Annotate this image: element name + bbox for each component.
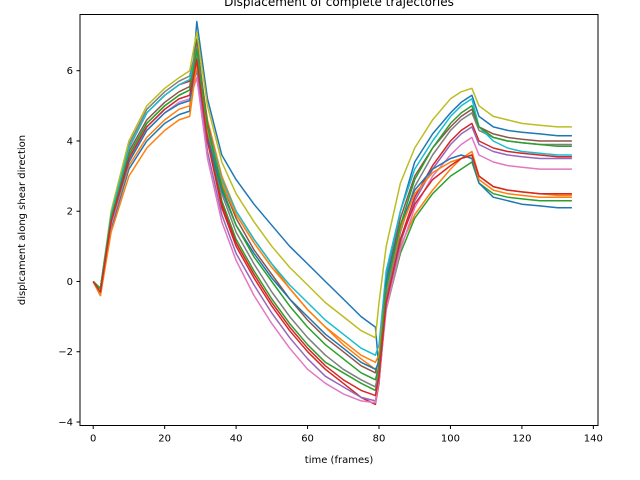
x-tick-label: 20 — [158, 434, 171, 445]
trajectory-line-9 — [92, 31, 572, 339]
trajectory-line-1 — [92, 20, 572, 371]
plot-frame — [79, 14, 599, 426]
y-tick-label: 0 — [67, 277, 73, 288]
trajectory-line-10 — [92, 52, 572, 356]
chart-title: Displacement of complete trajectories — [224, 0, 454, 9]
y-tick-label: 6 — [67, 66, 73, 77]
trajectory-line-12 — [92, 62, 572, 364]
y-tick-label: 4 — [67, 136, 73, 147]
trajectory-line-14 — [92, 59, 572, 397]
y-axis-label: displcament along shear direction — [17, 135, 28, 305]
x-tick-label: 0 — [90, 434, 96, 445]
series-lines — [92, 20, 572, 406]
trajectory-line-11 — [92, 62, 572, 371]
trajectory-line-6 — [92, 41, 572, 374]
x-tick-label: 60 — [301, 434, 314, 445]
trajectory-line-8 — [92, 45, 572, 388]
x-axis-label: time (frames) — [305, 455, 374, 466]
x-tick-label: 80 — [373, 434, 386, 445]
y-axis-ticks: −4 −2 0 2 4 6 — [58, 66, 80, 428]
y-tick-label: −4 — [58, 417, 73, 428]
trajectory-line-7 — [92, 76, 572, 404]
y-tick-label: 2 — [67, 207, 73, 218]
y-tick-label: −2 — [58, 347, 73, 358]
x-axis-ticks: 0 20 40 60 80 100 120 140 — [90, 425, 603, 445]
x-tick-label: 100 — [441, 434, 460, 445]
x-tick-label: 140 — [584, 434, 603, 445]
trajectory-line-13 — [92, 48, 572, 381]
trajectory-line-2 — [92, 48, 572, 381]
x-tick-label: 40 — [230, 434, 243, 445]
x-tick-label: 120 — [512, 434, 531, 445]
